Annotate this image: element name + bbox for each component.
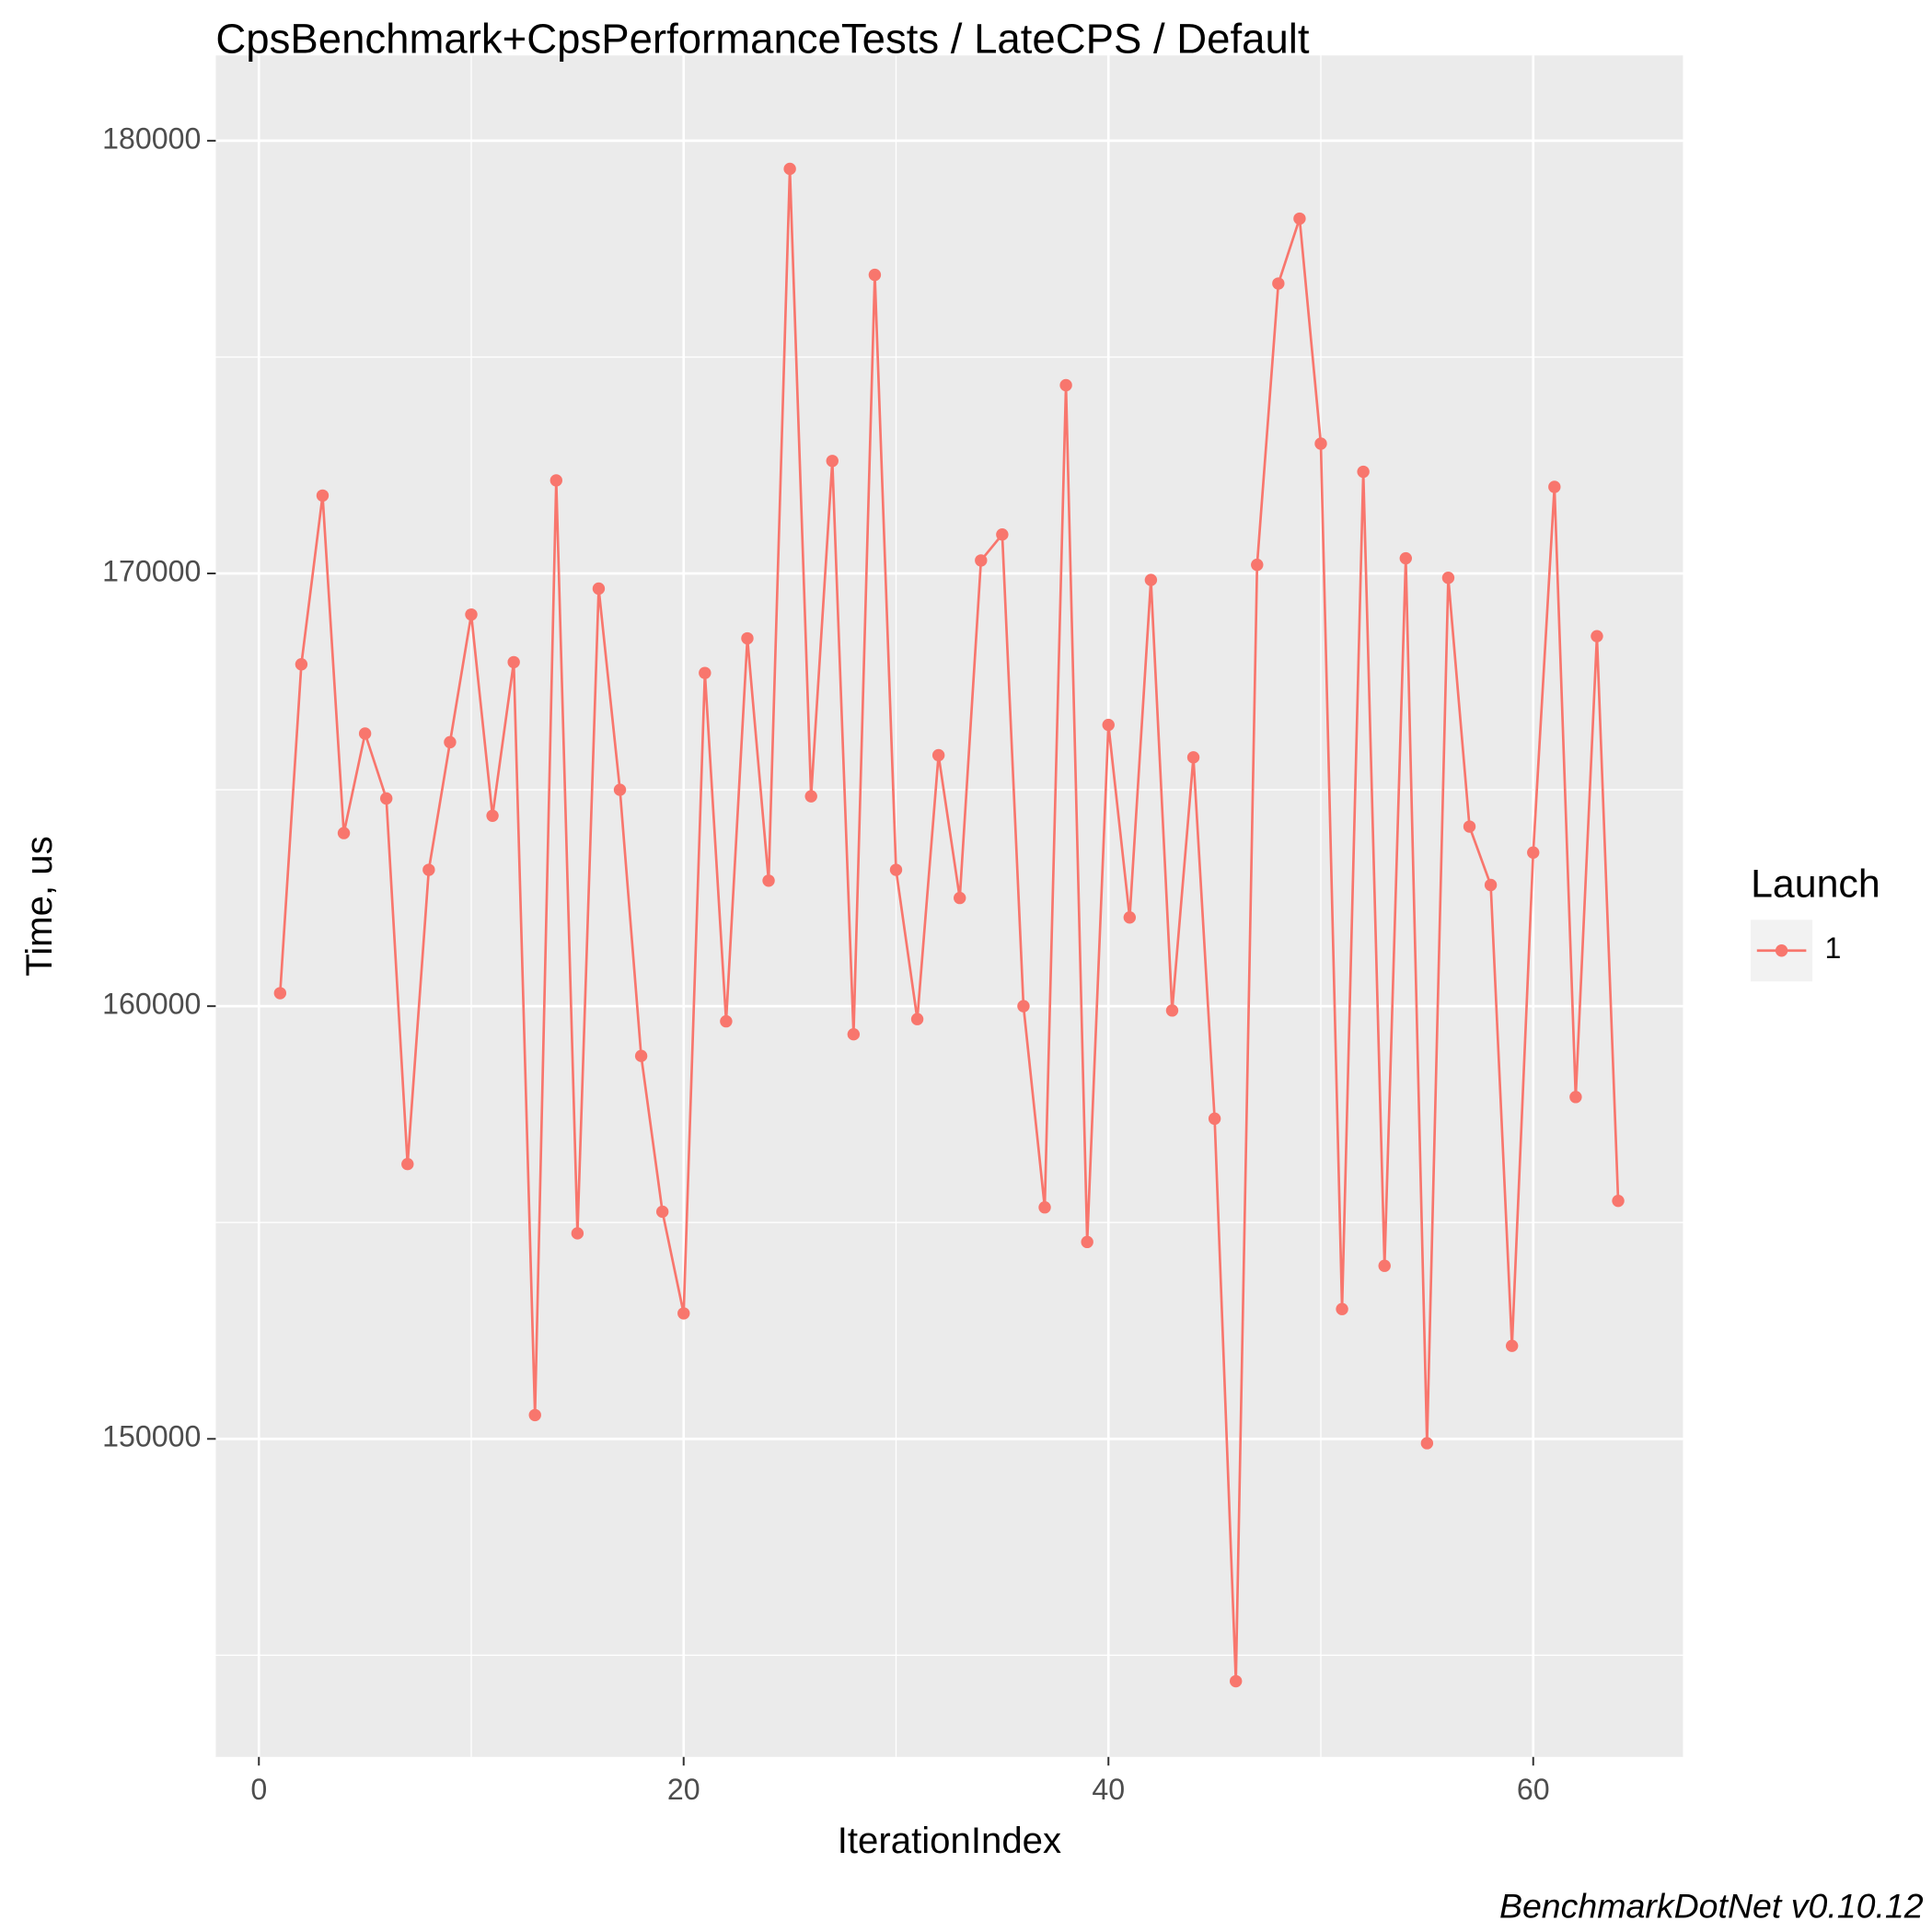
- point: [1441, 572, 1455, 584]
- point: [507, 655, 520, 669]
- point: [826, 455, 839, 468]
- chart-title: CpsBenchmark+CpsPerformanceTests / LateC…: [215, 16, 1309, 63]
- point: [868, 268, 882, 282]
- point: [528, 1408, 541, 1422]
- y-tick-label: 170000: [102, 554, 201, 587]
- point: [316, 489, 330, 503]
- x-tick-label: 40: [1092, 1773, 1125, 1806]
- x-axis-title: IterationIndex: [838, 1820, 1061, 1861]
- y-tick-label: 160000: [102, 988, 201, 1021]
- marks: [273, 162, 1625, 1688]
- point: [1123, 911, 1137, 924]
- point: [1208, 1112, 1221, 1126]
- point: [1059, 378, 1072, 392]
- point: [931, 748, 945, 762]
- point: [954, 891, 966, 905]
- point: [571, 1227, 584, 1240]
- legend-label: 1: [1824, 931, 1841, 965]
- point: [295, 658, 308, 671]
- x-tick-label: 20: [667, 1773, 700, 1806]
- point: [996, 528, 1009, 541]
- point: [634, 1049, 648, 1062]
- point: [720, 1014, 733, 1028]
- point: [910, 1012, 924, 1025]
- panel: [215, 55, 1683, 1757]
- point: [1612, 1194, 1625, 1208]
- point: [422, 863, 435, 876]
- y-tick-label: 180000: [102, 121, 201, 155]
- point: [444, 735, 457, 749]
- point: [847, 1027, 861, 1041]
- point: [741, 631, 754, 645]
- grid: [215, 55, 1683, 1757]
- point: [677, 1307, 690, 1320]
- point: [1165, 1004, 1179, 1017]
- point: [401, 1158, 414, 1171]
- point: [1591, 630, 1603, 642]
- point: [975, 554, 988, 567]
- caption: BenchmarkDotNet v0.10.12: [1499, 1886, 1924, 1925]
- point: [486, 809, 499, 822]
- point: [1144, 573, 1158, 586]
- point: [1336, 1302, 1348, 1315]
- point: [1399, 551, 1412, 565]
- point: [1229, 1674, 1243, 1688]
- point: [358, 727, 372, 740]
- point: [804, 790, 817, 803]
- point: [380, 792, 393, 805]
- point: [1420, 1437, 1434, 1450]
- point: [762, 874, 775, 887]
- point: [1463, 820, 1476, 833]
- point: [783, 162, 796, 176]
- y-axis-title: Time, us: [18, 836, 60, 977]
- point: [613, 783, 627, 796]
- point: [1293, 212, 1306, 226]
- point: [1038, 1201, 1051, 1214]
- point: [1484, 878, 1498, 892]
- point: [1378, 1259, 1391, 1272]
- point: [699, 666, 711, 679]
- point: [1569, 1091, 1582, 1104]
- series-line: [278, 168, 1620, 1682]
- point: [1017, 1000, 1030, 1012]
- point: [1081, 1235, 1093, 1249]
- point: [1548, 480, 1561, 493]
- point: [1527, 846, 1540, 859]
- point: [1102, 718, 1115, 732]
- x-tick-label: 0: [250, 1773, 267, 1806]
- point: [465, 607, 478, 621]
- point: [273, 987, 287, 1000]
- point: [1251, 558, 1264, 572]
- point: [889, 863, 903, 876]
- legend-point: [1775, 944, 1788, 957]
- point: [1272, 277, 1285, 290]
- point: [337, 827, 351, 839]
- point: [1505, 1339, 1519, 1352]
- point: [1314, 437, 1327, 450]
- point: [1357, 465, 1370, 479]
- y-tick-label: 150000: [102, 1420, 201, 1453]
- point: [592, 582, 606, 596]
- x-tick-label: 60: [1517, 1773, 1550, 1806]
- point: [1186, 751, 1200, 764]
- legend-title: Launch: [1751, 862, 1880, 906]
- point: [550, 474, 562, 487]
- point: [655, 1205, 669, 1219]
